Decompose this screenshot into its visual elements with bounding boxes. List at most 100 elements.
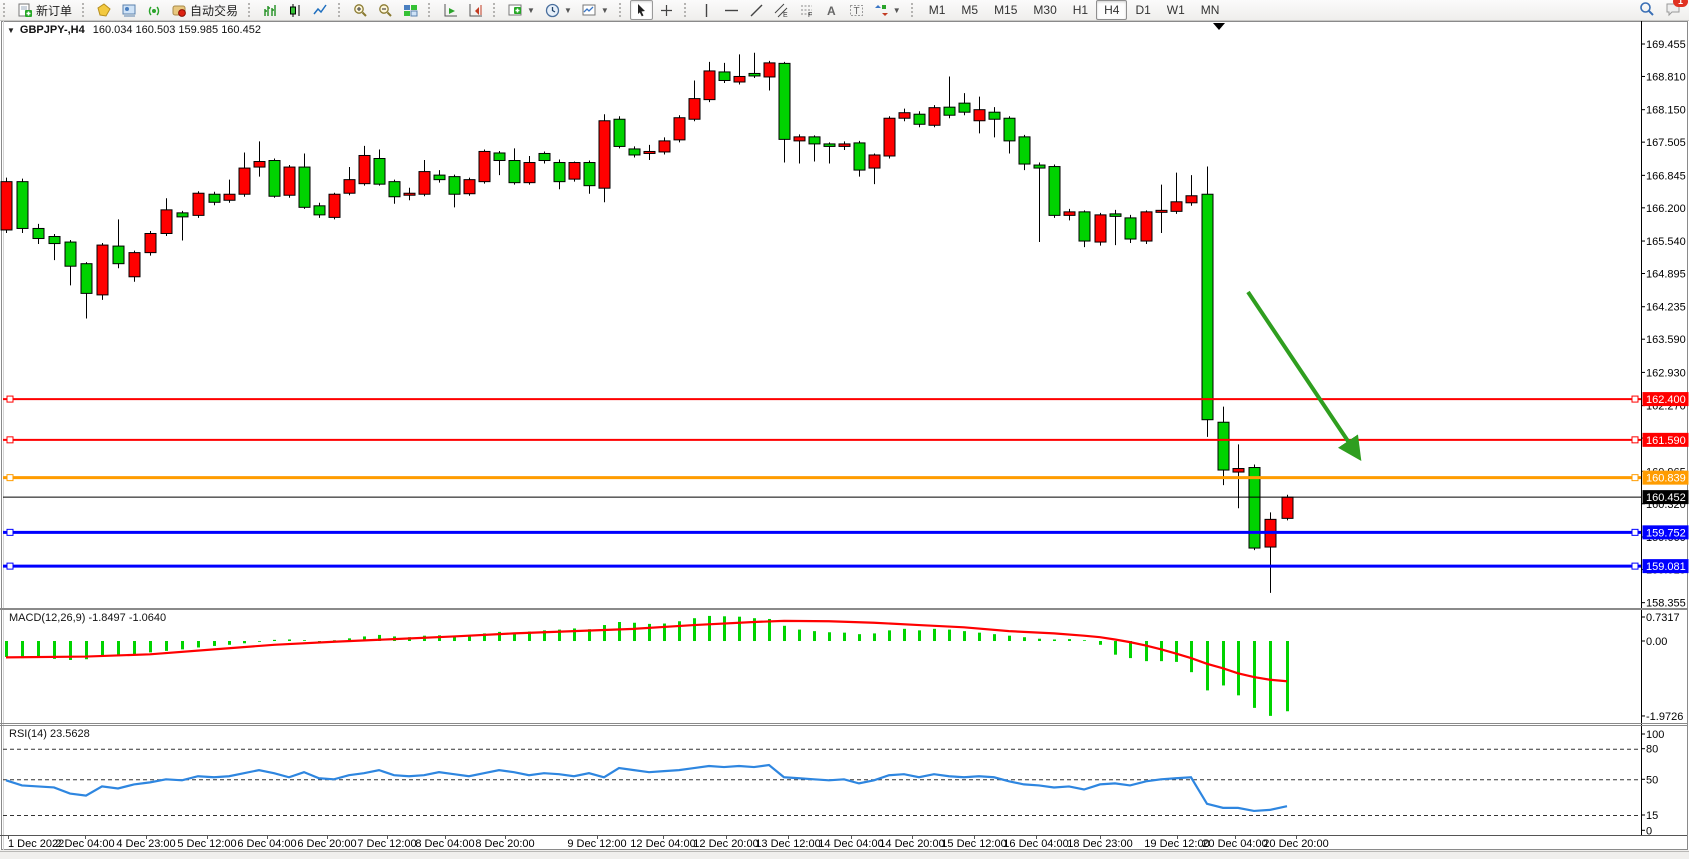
- clock-icon: [545, 3, 560, 18]
- candle: [703, 70, 716, 101]
- toolbar-grip: [493, 3, 498, 17]
- trendline-button[interactable]: [745, 0, 768, 20]
- price-badge-label: 160.452: [1646, 492, 1686, 504]
- templates-button[interactable]: ▼: [578, 0, 613, 20]
- bar-chart-button[interactable]: [259, 0, 282, 20]
- candle: [160, 209, 173, 234]
- timeframe-h1-button[interactable]: H1: [1072, 3, 1089, 17]
- candle-chart-button[interactable]: [284, 0, 307, 20]
- candle: [988, 111, 1001, 120]
- line-chart-button[interactable]: [309, 0, 332, 20]
- toolbar-grip: [428, 3, 433, 17]
- trend-arrow-annotation[interactable]: [1246, 290, 1362, 461]
- label-button[interactable]: T: [845, 0, 868, 20]
- timeframe-m1-button[interactable]: M1: [928, 3, 946, 17]
- price-badge: [1642, 490, 1689, 505]
- macd-indicator-label: MACD(12,26,9) -1.8497 -1.0640: [9, 612, 167, 624]
- timeframe-m15-button[interactable]: M15: [994, 3, 1018, 17]
- chart-collapse-icon[interactable]: ▼: [7, 26, 15, 35]
- price-badge: [1642, 470, 1689, 485]
- signals-button[interactable]: [143, 0, 166, 20]
- bar-chart-icon: [263, 3, 278, 18]
- chat-button[interactable]: 1: [1665, 0, 1688, 20]
- timeframe-m30-button[interactable]: M30: [1033, 3, 1057, 17]
- arrows-button[interactable]: ▼: [870, 0, 905, 20]
- price-tick-label: 168.150: [1646, 105, 1686, 117]
- line-handle[interactable]: [1631, 436, 1639, 444]
- text-button[interactable]: A: [820, 0, 843, 20]
- chart-window: [0, 21, 1689, 850]
- candle: [1155, 209, 1168, 213]
- trendline-icon: [749, 3, 764, 18]
- timeframe-h4-button[interactable]: H4: [1096, 0, 1128, 20]
- ohlc-values: 160.034 160.503 159.985 160.452: [92, 24, 261, 36]
- autotrading-button[interactable]: 自动交易: [168, 0, 242, 20]
- periods-button[interactable]: ▼: [541, 0, 576, 20]
- timeframe-mn-button[interactable]: MN: [1200, 3, 1220, 17]
- indicators-button[interactable]: ▼: [504, 0, 539, 20]
- candle: [16, 181, 29, 229]
- candle: [643, 150, 656, 154]
- timeframe-d1-button[interactable]: D1: [1135, 3, 1151, 17]
- candle: [553, 162, 566, 183]
- text-icon: A: [824, 3, 839, 18]
- candle: [283, 166, 296, 196]
- cursor-icon: [634, 3, 649, 18]
- line-handle[interactable]: [6, 436, 14, 444]
- macd-axis-label: 0.00: [1646, 636, 1667, 648]
- candle: [192, 192, 205, 216]
- cursor-button[interactable]: [629, 0, 653, 20]
- fibonacci-button[interactable]: F: [795, 0, 818, 20]
- time-tick-label: 8 Dec 20:00: [475, 838, 534, 850]
- time-tick-label: 20 Dec 20:00: [1263, 838, 1328, 850]
- candle: [658, 140, 671, 153]
- timeframe-m5-button[interactable]: M5: [961, 3, 979, 17]
- chevron-down-icon[interactable]: ▼: [527, 5, 535, 15]
- tile-windows-button[interactable]: [399, 0, 422, 20]
- metaeditor-button[interactable]: [93, 0, 116, 20]
- line-handle[interactable]: [1631, 528, 1639, 536]
- time-tick-label: 16 Dec 04:00: [1003, 838, 1068, 850]
- toolbar-grip: [683, 3, 689, 17]
- zoom-in-button[interactable]: [349, 0, 372, 20]
- macd-axis-label: -1.9726: [1646, 711, 1683, 723]
- line-handle[interactable]: [1631, 562, 1639, 570]
- candle: [1003, 117, 1016, 142]
- line-handle[interactable]: [6, 474, 14, 482]
- template-icon: [582, 3, 597, 18]
- candle: [1078, 211, 1091, 242]
- price-tick-label: 158.355: [1646, 598, 1686, 610]
- line-handle[interactable]: [1631, 395, 1639, 403]
- candle: [1124, 217, 1137, 240]
- new-order-button[interactable]: 新订单: [14, 0, 76, 20]
- candle: [343, 179, 356, 194]
- vline-button[interactable]: [695, 0, 718, 20]
- toolbar-grip: [618, 3, 624, 17]
- line-handle[interactable]: [6, 562, 14, 570]
- auto-scroll-button[interactable]: [439, 0, 462, 20]
- candle: [973, 109, 986, 122]
- shift-marker-icon[interactable]: [1213, 23, 1225, 30]
- line-handle[interactable]: [1631, 474, 1639, 482]
- channel-button[interactable]: E: [770, 0, 793, 20]
- time-tick-label: 4 Dec 23:00: [116, 838, 175, 850]
- time-tick-label: 19 Dec 12:00: [1144, 838, 1209, 850]
- crosshair-button[interactable]: [655, 0, 678, 20]
- time-tick-label: 13 Dec 12:00: [755, 838, 820, 850]
- terminal-button[interactable]: [118, 0, 141, 20]
- chevron-down-icon[interactable]: ▼: [563, 5, 572, 15]
- chevron-down-icon[interactable]: ▼: [892, 5, 901, 15]
- candle: [823, 143, 836, 147]
- timeframe-w1-button[interactable]: W1: [1166, 3, 1185, 17]
- chart-shift-icon: [468, 3, 483, 18]
- candle: [313, 205, 326, 216]
- search-button[interactable]: [1639, 1, 1655, 20]
- line-handle[interactable]: [6, 528, 14, 536]
- zoom-out-button[interactable]: [374, 0, 397, 20]
- line-handle[interactable]: [6, 395, 14, 403]
- candle: [463, 179, 476, 195]
- chart-shift-button[interactable]: [464, 0, 487, 20]
- hline-button[interactable]: [720, 0, 743, 20]
- chevron-down-icon[interactable]: ▼: [600, 5, 609, 15]
